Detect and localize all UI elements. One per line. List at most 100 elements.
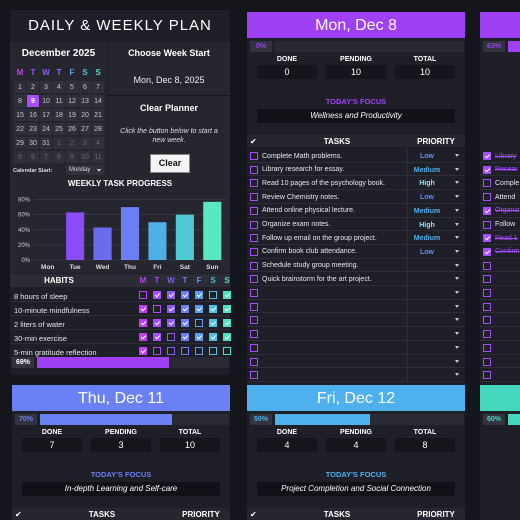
checkbox[interactable] [223, 305, 231, 313]
priority-dropdown[interactable] [455, 208, 459, 212]
calendar-day[interactable] [66, 81, 78, 93]
calendar-day[interactable] [92, 137, 104, 149]
checkbox[interactable] [181, 319, 189, 327]
calendar-day[interactable] [27, 123, 39, 135]
calendar-day[interactable] [66, 137, 78, 149]
calendar-day[interactable] [79, 137, 91, 149]
calendar-day[interactable] [40, 81, 52, 93]
checkbox[interactable] [167, 319, 175, 327]
checkbox[interactable] [223, 347, 231, 355]
checkbox[interactable] [483, 206, 491, 215]
calendar-day[interactable] [66, 123, 78, 135]
priority-dropdown[interactable] [455, 318, 459, 322]
checkbox[interactable] [209, 319, 217, 327]
calendar-day[interactable] [92, 151, 104, 163]
checkbox[interactable] [250, 165, 258, 174]
calendar-day[interactable] [79, 123, 91, 135]
checkbox[interactable] [139, 347, 147, 355]
clear-button[interactable] [150, 154, 190, 173]
calendar-day[interactable] [14, 151, 26, 163]
priority-dropdown[interactable] [455, 332, 459, 336]
checkbox[interactable] [250, 193, 258, 202]
calendar-day[interactable] [53, 137, 65, 149]
calendar-day[interactable] [53, 95, 65, 107]
calendar-day[interactable] [53, 81, 65, 93]
checkbox[interactable] [167, 333, 175, 341]
calendar-day[interactable] [92, 81, 104, 93]
calendar-day[interactable] [14, 137, 26, 149]
checkbox[interactable] [139, 319, 147, 327]
calendar-day[interactable] [79, 81, 91, 93]
calendar-day[interactable] [92, 123, 104, 135]
priority-dropdown[interactable] [455, 181, 459, 185]
checkbox[interactable] [223, 333, 231, 341]
checkbox[interactable] [250, 234, 258, 243]
checkbox[interactable] [250, 275, 258, 284]
checkbox[interactable] [153, 347, 161, 355]
calendar-day[interactable] [14, 95, 26, 107]
calendar-day[interactable] [53, 123, 65, 135]
calendar-day[interactable] [27, 137, 39, 149]
checkbox[interactable] [139, 333, 147, 341]
calendar-day[interactable] [92, 95, 104, 107]
priority-dropdown[interactable] [455, 195, 459, 199]
calendar-day[interactable] [40, 151, 52, 163]
checkbox[interactable] [483, 165, 491, 174]
calendar-day[interactable] [27, 151, 39, 163]
priority-dropdown[interactable] [455, 304, 459, 308]
priority-dropdown[interactable] [455, 345, 459, 349]
checkbox[interactable] [195, 319, 203, 327]
calendar-day[interactable] [79, 109, 91, 121]
checkbox[interactable] [483, 152, 491, 160]
checkbox[interactable] [483, 193, 491, 202]
calendar-day[interactable] [14, 123, 26, 135]
dropdown[interactable] [66, 165, 104, 175]
calendar-day[interactable] [27, 81, 39, 93]
priority-dropdown[interactable] [455, 291, 459, 294]
calendar-day[interactable] [14, 109, 26, 121]
checkbox[interactable] [483, 234, 491, 243]
calendar-day[interactable] [40, 95, 52, 107]
checkbox[interactable] [153, 319, 161, 327]
calendar-day[interactable] [66, 109, 78, 121]
checkbox[interactable] [483, 247, 491, 256]
calendar-day[interactable] [66, 95, 78, 107]
calendar-day[interactable] [66, 151, 78, 163]
checkbox[interactable] [209, 291, 217, 299]
priority-dropdown[interactable] [455, 263, 459, 267]
checkbox[interactable] [139, 305, 147, 313]
checkbox[interactable] [250, 152, 258, 160]
priority-dropdown[interactable] [455, 222, 459, 226]
checkbox[interactable] [181, 347, 189, 355]
checkbox[interactable] [250, 179, 258, 188]
checkbox[interactable] [195, 291, 203, 299]
checkbox[interactable] [195, 347, 203, 355]
checkbox[interactable] [139, 291, 147, 299]
checkbox[interactable] [181, 291, 189, 299]
checkbox[interactable] [223, 291, 231, 299]
checkbox[interactable] [483, 179, 491, 188]
calendar-day[interactable] [92, 109, 104, 121]
checkbox[interactable] [250, 247, 258, 256]
checkbox[interactable] [181, 305, 189, 313]
checkbox[interactable] [167, 291, 175, 299]
checkbox[interactable] [167, 305, 175, 313]
calendar-day[interactable] [40, 137, 52, 149]
checkbox[interactable] [167, 347, 175, 355]
checkbox[interactable] [209, 305, 217, 313]
priority-dropdown[interactable] [455, 359, 459, 363]
checkbox[interactable] [483, 220, 491, 229]
checkbox[interactable] [153, 305, 161, 313]
calendar-day[interactable] [79, 151, 91, 163]
checkbox[interactable] [181, 333, 189, 341]
checkbox[interactable] [209, 333, 217, 341]
priority-dropdown[interactable] [455, 249, 459, 253]
calendar-day[interactable] [14, 81, 26, 93]
calendar-day[interactable] [27, 95, 39, 107]
priority-dropdown[interactable] [455, 167, 459, 171]
checkbox[interactable] [209, 347, 217, 355]
calendar-day[interactable] [53, 151, 65, 163]
checkbox[interactable] [195, 333, 203, 341]
calendar-day[interactable] [53, 109, 65, 121]
priority-dropdown[interactable] [455, 154, 459, 157]
